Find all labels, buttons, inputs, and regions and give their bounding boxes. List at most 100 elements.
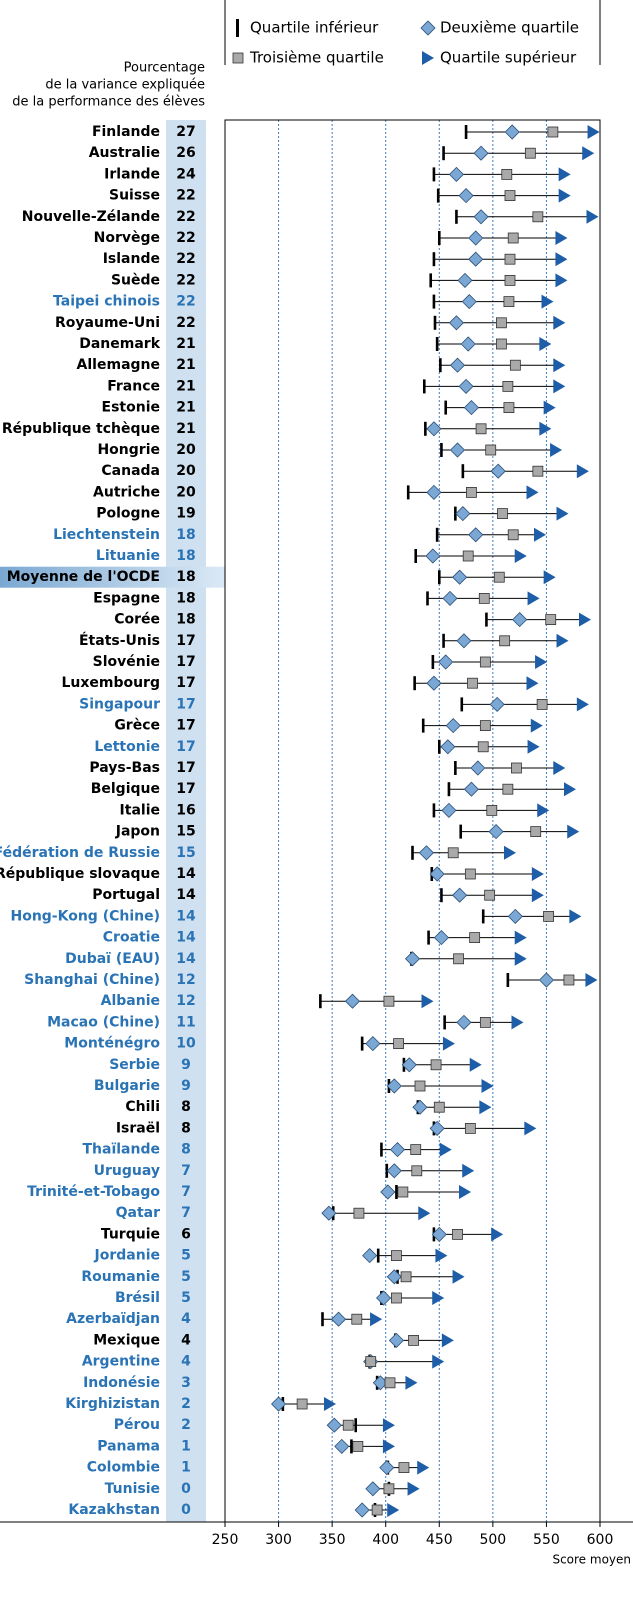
percent-label: 9 [181,1057,191,1073]
country-label: Corée [114,612,160,628]
percent-label: 21 [176,421,195,437]
quartile-triangle [586,209,599,224]
percent-label: 22 [176,188,195,204]
quartile-square [365,1356,377,1367]
quartile-triangle [382,1418,395,1433]
quartile-diamond [448,315,464,331]
quartile-diamond [380,1184,396,1200]
quartile-triangle [417,1460,430,1475]
quartile-diamond [334,1438,350,1454]
quartile-diamond [354,1502,370,1518]
quartile-diamond [440,739,456,755]
percent-label: 14 [176,908,196,924]
quartile-triangle [524,1121,537,1136]
country-label: Suède [111,272,160,288]
percent-label: 7 [181,1205,191,1221]
percent-label: 0 [181,1481,191,1497]
legend-label: Deuxième quartile [440,19,579,37]
quartile-square [496,317,507,329]
quartile-diamond [388,1332,404,1348]
x-tick-label: 400 [372,1532,399,1548]
percent-label: 21 [176,400,195,416]
country-label: Albanie [101,993,160,1009]
quartile-bar [380,1142,383,1157]
quartile-diamond [386,1078,402,1094]
quartile-square [509,359,521,371]
quartile-bar [442,146,445,161]
quartile-diamond [458,188,474,204]
quartile-bar [455,209,458,224]
country-label: Monténégro [64,1036,160,1052]
quartile-square [532,211,544,223]
quartile-diamond [449,442,466,458]
country-label: Thaïlande [83,1142,161,1158]
quartile-square [353,1207,365,1219]
quartile-diamond [452,569,468,585]
quartile-square [383,995,395,1007]
quartile-triangle [539,421,552,436]
percent-label: 8 [181,1142,191,1158]
quartile-square [530,826,542,837]
quartile-diamond [389,1142,406,1158]
quartile-bar [354,1418,358,1433]
quartile-triangle [452,1269,465,1284]
country-label: Lettonie [94,739,160,755]
quartile-bar [435,337,439,351]
quartile-bar [432,294,436,309]
percent-label: 1 [181,1460,191,1476]
quartile-diamond [429,866,445,882]
quartile-triangle [553,761,566,775]
country-label: Panama [97,1438,160,1454]
quartile-square [414,1080,426,1092]
quartile-bar [433,315,437,330]
quartile-triangle [439,1142,452,1157]
quartile-square [400,1271,412,1283]
quartile-triangle [421,994,434,1009]
quartile-diamond [365,1036,381,1052]
quartile-square [507,232,519,244]
quartile-square [547,126,559,138]
quartile-square [475,423,487,435]
quartile-triangle [469,1057,482,1072]
country-label: Estonie [102,400,160,416]
quartile-bar [350,1439,353,1454]
quartile-square [391,1292,402,1304]
quartile-triangle [582,146,595,161]
quartile-diamond [386,1163,402,1179]
quartile-triangle [537,803,550,818]
quartile-triangle [442,1036,455,1051]
percent-label: 4 [181,1332,191,1348]
quartile-diamond [461,294,477,310]
quartile-bar [485,612,488,627]
percent-label: 21 [176,336,195,352]
percent-label: 2 [181,1396,191,1412]
quartile-bar [319,994,322,1009]
country-label: Croatie [103,930,160,946]
country-label: Bulgarie [94,1078,160,1094]
plot-frame [224,119,601,1523]
country-label: Espagne [93,590,160,606]
quartile-square [479,656,491,668]
quartile-triangle [556,633,569,648]
percent-label: 17 [176,739,195,755]
quartile-bar [461,464,465,479]
country-label: Lituanie [96,548,160,564]
legend-label: Quartile inférieur [250,19,379,37]
quartile-triangle [553,379,566,394]
quartile-triangle [514,951,527,966]
country-label: Colombie [87,1460,160,1476]
quartile-diamond [489,696,505,712]
percent-label: 1 [181,1438,191,1454]
country-label: Irlande [104,166,160,182]
percent-label: 17 [176,633,195,649]
quartile-triangle [555,252,568,267]
quartile-bar [414,549,418,563]
quartile-bar [421,718,425,733]
quartile-diamond [448,166,464,182]
quartile-bar [442,633,445,648]
quartile-triangle [569,909,582,924]
percent-label: 3 [181,1375,191,1391]
percent-label: 17 [176,718,195,734]
quartile-square [410,1144,422,1155]
